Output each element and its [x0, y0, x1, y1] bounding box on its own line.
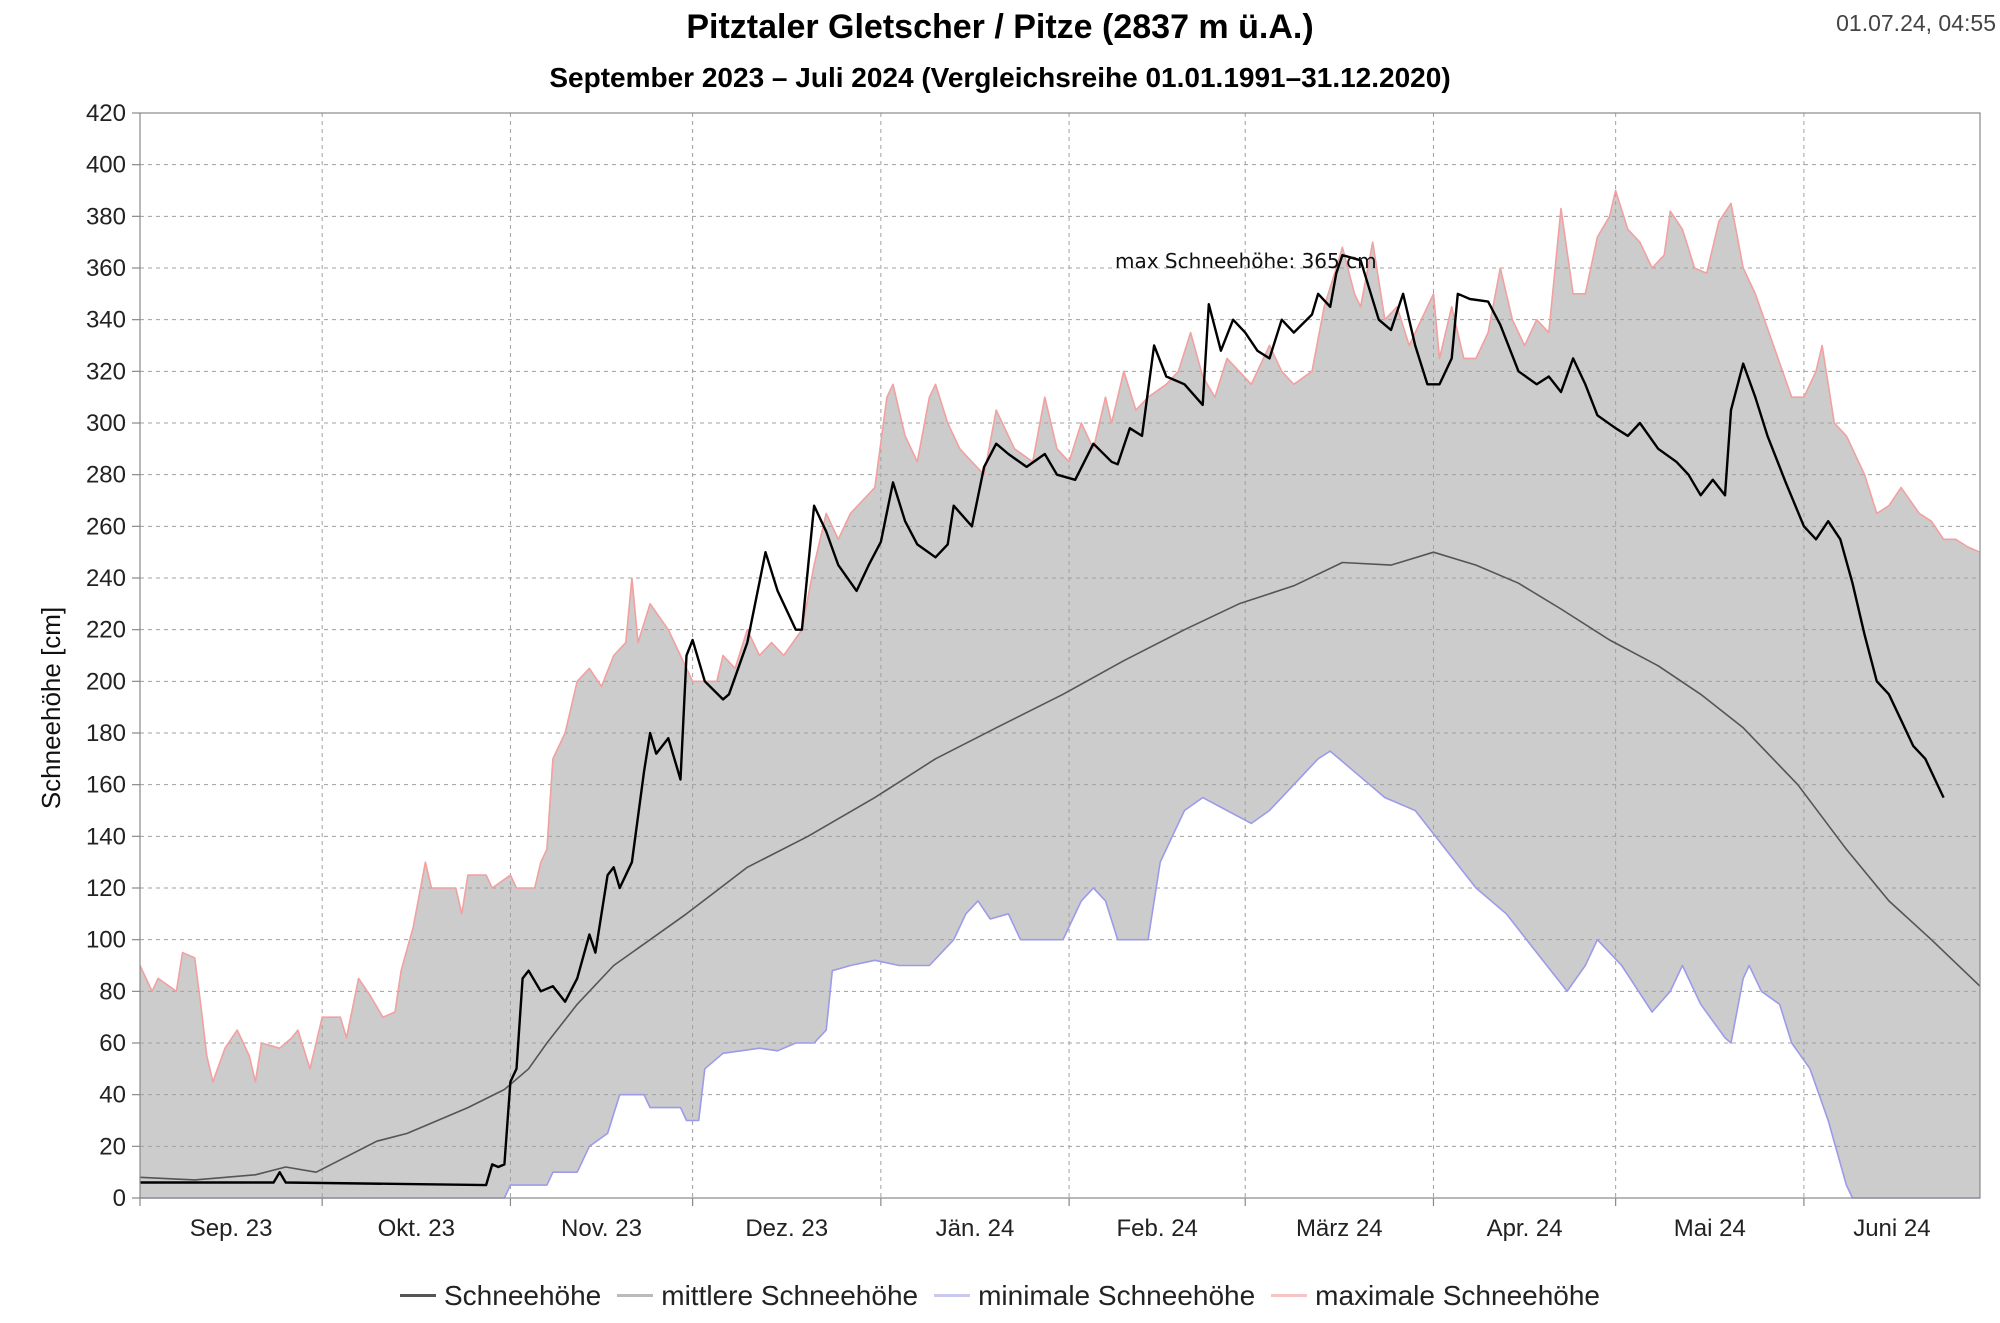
y-tick-label: 420	[86, 100, 126, 127]
axes	[132, 112, 1981, 1206]
y-tick-label: 280	[86, 462, 126, 489]
x-tick-label: Apr. 24	[1487, 1215, 1563, 1242]
y-tick-label: 20	[99, 1133, 126, 1160]
legend-label: mittlere Schneehöhe	[661, 1279, 919, 1311]
legend-swatch	[617, 1294, 654, 1297]
y-tick-label: 320	[86, 358, 126, 385]
y-tick-label: 80	[99, 978, 126, 1005]
y-tick-label: 180	[86, 720, 126, 747]
series-line-maximale-schneehoehe	[139, 189, 1981, 1083]
chart-subtitle: September 2023 – Juli 2024 (Vergleichsre…	[549, 62, 1451, 93]
chart-title: Pitztaler Gletscher / Pitze (2837 m ü.A.…	[686, 8, 1314, 46]
x-tick-label: Feb. 24	[1117, 1215, 1198, 1242]
y-tick-label: 140	[86, 823, 126, 850]
y-tick-label: 0	[113, 1185, 126, 1212]
x-tick-label: Nov. 23	[561, 1215, 642, 1242]
legend: Schneehöhe mittlere Schneehöhe minimale Sc…	[0, 1272, 2000, 1312]
y-tick-label: 160	[86, 772, 126, 799]
y-tick-label: 60	[99, 1030, 126, 1057]
y-tick-label: 240	[86, 565, 126, 592]
series-line-schneehoehe	[140, 253, 1945, 1187]
y-tick-label: 260	[86, 513, 126, 540]
y-tick-label: 340	[86, 307, 126, 334]
x-tick-label: Sep. 23	[190, 1215, 273, 1242]
legend-label: maximale Schneehöhe	[1315, 1279, 1600, 1311]
grid	[140, 112, 1980, 1199]
min-max-band	[140, 190, 1980, 1198]
legend-swatch	[400, 1294, 436, 1297]
y-tick-label: 380	[86, 203, 126, 230]
band-area	[140, 190, 1980, 1198]
y-tick-label: 300	[86, 410, 126, 437]
legend-item: maximale Schneehöhe	[1271, 1280, 1600, 1312]
plot-frame	[139, 112, 1981, 1199]
x-tick-label: Mai 24	[1674, 1215, 1746, 1242]
y-tick-label: 100	[86, 927, 126, 954]
y-axis-label: Schneehöhe [cm]	[36, 607, 66, 809]
y-tick-label: 120	[86, 875, 126, 902]
max-annotation: max Schneehöhe: 365 cm	[1115, 249, 1377, 273]
y-tick-label: 40	[99, 1082, 126, 1109]
y-tick-labels: 0 20 40 60 80 100 120 140 160 180 200 220 240 260 280 3…	[86, 100, 126, 1212]
series-lines	[139, 189, 1981, 1199]
x-tick-label: Okt. 23	[378, 1215, 455, 1242]
y-tick-label: 220	[86, 617, 126, 644]
y-tick-label: 360	[86, 255, 126, 282]
legend-item: mittlere Schneehöhe	[617, 1280, 918, 1312]
legend-item: minimale Schneehöhe	[934, 1280, 1255, 1312]
series-line-minimale-schneehoehe	[140, 750, 1980, 1199]
x-tick-label: Juni 24	[1853, 1215, 1930, 1242]
x-tick-label: März 24	[1296, 1215, 1383, 1242]
y-tick-label: 400	[86, 152, 126, 179]
legend-label: Schneehöhe	[444, 1279, 602, 1311]
series-line-mittlere-schneehoehe	[139, 551, 1981, 1181]
legend-swatch	[1271, 1294, 1308, 1297]
x-tick-label: Dez. 23	[745, 1215, 828, 1242]
timestamp: 01.07.24, 04:55	[1836, 10, 1996, 36]
x-tick-labels: Sep. 23 Okt. 23 Nov. 23 Dez. 23 Jän. 24 Feb. …	[190, 1215, 1931, 1242]
legend-label: minimale Schneehöhe	[978, 1279, 1256, 1311]
legend-item: Schneehöhe	[400, 1280, 601, 1312]
y-tick-label: 200	[86, 668, 126, 695]
x-tick-label: Jän. 24	[936, 1215, 1015, 1242]
legend-swatch	[934, 1294, 971, 1297]
